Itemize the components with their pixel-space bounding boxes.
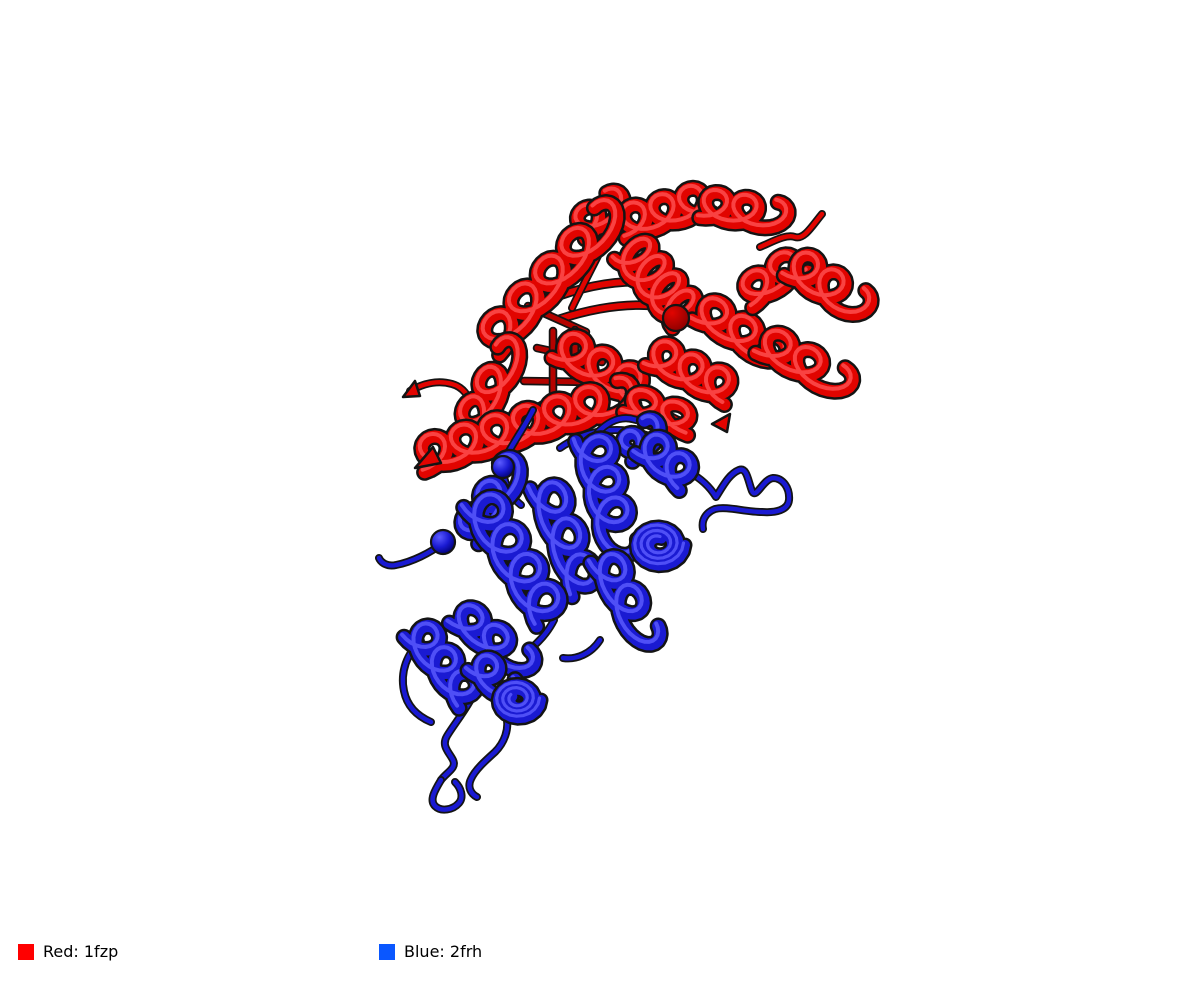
legend-entry-blue: Blue: 2frh [379,941,482,963]
red-swatch-icon [18,944,34,960]
blue-swatch-icon [379,944,395,960]
legend-label-blue: Blue: 2frh [404,942,483,961]
legend-entry-red: Red: 1fzp [18,941,118,963]
legend-label-red: Red: 1fzp [43,942,119,961]
molecule-2frh [375,406,794,814]
